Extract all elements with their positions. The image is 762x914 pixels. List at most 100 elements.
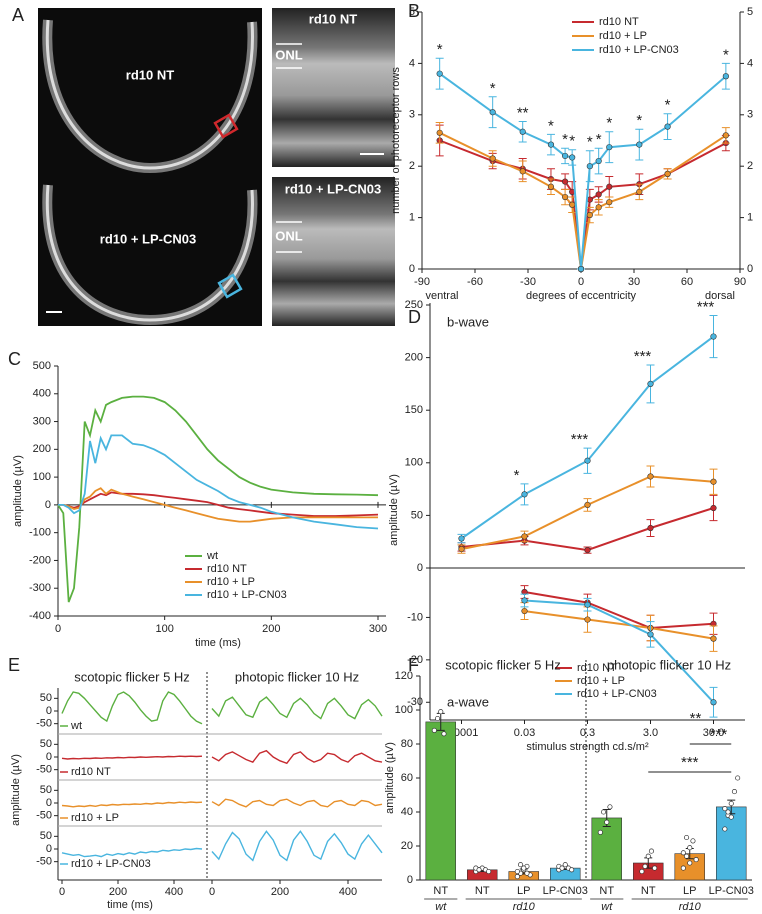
- y-tick-label: 0: [417, 562, 423, 574]
- trace: [211, 696, 383, 720]
- panel-label: b-wave: [447, 314, 489, 329]
- data-point: [636, 141, 643, 148]
- significance-label: ***: [710, 726, 728, 743]
- series-line: [524, 610, 714, 640]
- data-point: [680, 850, 686, 856]
- x-tick-label: -60: [467, 276, 483, 288]
- x-tick-label: -30: [520, 276, 536, 288]
- data-point: [595, 204, 602, 211]
- legend-label: wt: [206, 550, 218, 562]
- significance-label: ***: [697, 298, 715, 315]
- series-line: [58, 487, 378, 523]
- y-axis-label: amplitude (µV): [388, 474, 400, 546]
- data-point: [722, 806, 728, 812]
- data-point: [710, 635, 717, 642]
- series-line: [57, 395, 379, 603]
- trace: [61, 801, 203, 808]
- data-point: [683, 853, 690, 859]
- data-point: [486, 868, 492, 875]
- data-point: [562, 862, 568, 868]
- data-point: [597, 829, 603, 835]
- data-point: [647, 473, 654, 480]
- data-point: [647, 380, 654, 388]
- legend-label: rd10 NT: [207, 563, 247, 575]
- legend-label: rd10 + LP: [577, 675, 625, 687]
- series-line: [524, 591, 714, 630]
- data-point: [458, 535, 465, 542]
- x-tick-label: 200: [262, 623, 280, 635]
- legend-label: rd10 + LP: [599, 30, 647, 42]
- data-point: [648, 848, 655, 854]
- legend-label: rd10 + LP-CN03: [207, 589, 287, 601]
- significance-label: ***: [681, 754, 699, 771]
- data-point: [547, 141, 555, 148]
- y-axis-label: amplitude (µV): [12, 455, 24, 527]
- x-axis-label: degrees of eccentricity: [526, 290, 637, 302]
- x-tick-label: 0: [209, 886, 215, 898]
- x-tick-label: 0: [59, 886, 65, 898]
- data-point: [722, 826, 728, 832]
- y-tick-label: 20: [401, 840, 413, 852]
- x-tick-label: 0.03: [514, 727, 535, 739]
- y-tick-label: -50: [36, 718, 52, 730]
- y-tick-label: 80: [401, 738, 413, 750]
- series-line: [461, 507, 714, 552]
- row-label: rd10 + LP-CN03: [71, 858, 151, 870]
- y-tick-label: 4: [409, 57, 415, 69]
- data-point: [606, 183, 613, 190]
- x-tick-label: 60: [681, 276, 693, 288]
- row-label: rd10 NT: [71, 766, 111, 778]
- panel-letter: F: [408, 655, 419, 675]
- layer-label: ONL: [275, 47, 303, 62]
- y-tick-label: -10: [407, 611, 423, 623]
- image-label: rd10 + LP-CN03: [285, 181, 381, 196]
- y-tick-label: 500: [33, 360, 51, 372]
- data-point: [489, 109, 496, 116]
- y2-tick-label: 3: [747, 109, 753, 121]
- y-tick-label: 60: [401, 772, 413, 784]
- data-point: [514, 868, 520, 875]
- y-tick-label: 400: [33, 388, 51, 400]
- panel-letter: B: [408, 1, 420, 21]
- retina-section: [45, 184, 254, 322]
- y-tick-label: 200: [33, 443, 51, 455]
- y-tick-label: 0: [45, 499, 51, 511]
- trace: [211, 749, 383, 765]
- y-tick-label: -50: [36, 810, 52, 822]
- condition-title: scotopic flicker 5 Hz: [74, 669, 190, 684]
- panel-letter: D: [408, 307, 421, 327]
- data-point: [561, 152, 569, 160]
- x-axis-label: time (ms): [195, 637, 241, 649]
- data-point: [725, 809, 731, 815]
- group-label: rd10: [679, 901, 702, 913]
- data-point: [606, 144, 613, 151]
- data-point: [569, 201, 576, 208]
- x-tick-label: 30: [628, 276, 640, 288]
- x-tick-label: LP: [683, 885, 696, 897]
- significance-label: **: [517, 104, 529, 121]
- significance-label: *: [636, 112, 642, 129]
- data-point: [519, 128, 526, 135]
- y-tick-label: 250: [405, 299, 423, 311]
- region-marker: [217, 273, 243, 299]
- data-point: [710, 333, 717, 340]
- data-point: [569, 867, 575, 873]
- x-tick-label: 200: [109, 886, 127, 898]
- x-tick-label: 400: [165, 886, 183, 898]
- y-tick-label: 200: [405, 352, 423, 364]
- y-tick-label: 3: [409, 109, 415, 121]
- region-marker: [213, 113, 239, 139]
- data-point: [604, 819, 610, 825]
- data-point: [561, 178, 569, 185]
- y-tick-label: 50: [411, 509, 423, 521]
- significance-label: *: [723, 46, 729, 63]
- x-tick-label: 0: [578, 276, 584, 288]
- x-tick-label: LP-CN03: [709, 885, 754, 897]
- section-title: scotopic flicker 5 Hz: [445, 657, 561, 672]
- data-point: [680, 865, 686, 871]
- data-point: [639, 868, 645, 875]
- series-line: [439, 72, 727, 270]
- image-label: rd10 NT: [309, 11, 357, 26]
- y2-tick-label: 2: [747, 160, 753, 172]
